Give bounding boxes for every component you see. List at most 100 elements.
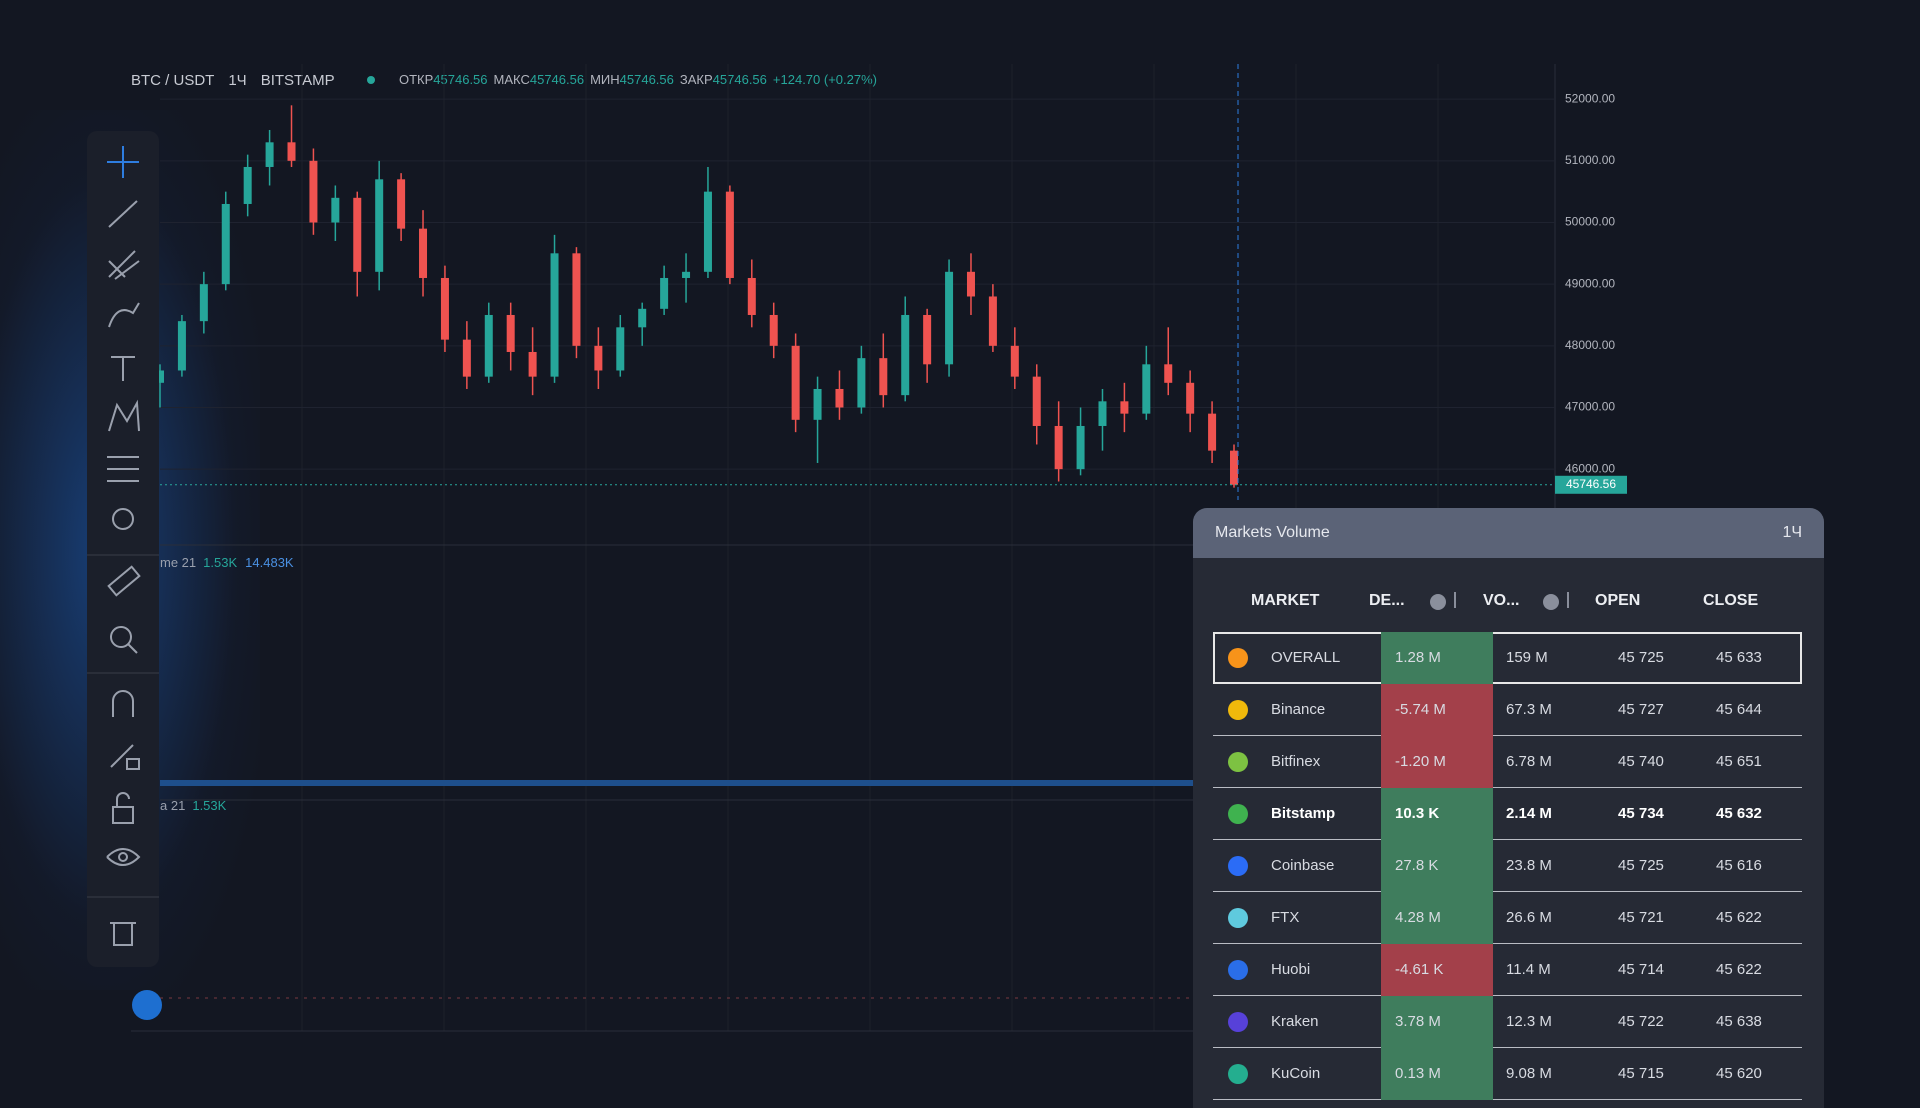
cell-market: Kraken [1271,1013,1319,1030]
ohlc: ОТКР45746.56 МАКС45746.56 МИН45746.56 ЗАКР4… [399,72,877,87]
table-row: Huobi -4.61 K 11.4 M 45 714 45 622 [1213,944,1802,996]
change: +124.70 (+0.27%) [773,72,877,87]
delta-cell-bg [1381,632,1493,684]
lock-tool[interactable] [112,792,134,824]
delete-tool[interactable] [110,922,136,946]
delta-cell-bg [1381,892,1493,944]
delta-cell-bg [1381,736,1493,788]
candle-body [1120,401,1129,414]
candle-body [1098,401,1107,426]
interval: 1Ч [228,72,246,89]
candle-body [572,253,581,346]
candle-body [1230,450,1238,485]
cell-close: 45 616 [1716,857,1762,874]
indicator-value: 14.483K [245,555,294,570]
delta-cell-bg [1381,996,1493,1048]
fork-tool[interactable] [108,250,140,280]
candle-body [1054,425,1063,470]
column-header: VO... [1483,592,1520,609]
cell-close: 45 638 [1716,1013,1762,1030]
indicator-legend: a 21 1.53K [160,798,227,813]
cell-market: Coinbase [1271,857,1335,874]
candle-body [747,277,756,315]
candle-body [791,345,800,420]
candle-body [813,388,822,420]
panel-interval[interactable]: 1Ч [1782,524,1802,541]
crosshair-tool[interactable] [107,146,139,178]
emoji-tool[interactable] [112,508,134,530]
market-icon [1228,648,1248,668]
candle-body [528,351,537,377]
table-row: Bitstamp 10.3 K 2.14 M 45 734 45 632 [1213,788,1802,840]
pattern-tool[interactable] [108,399,140,432]
y-tick-label: 52000.00 [1565,91,1615,105]
cell-close: 45 644 [1716,701,1762,718]
line-tool[interactable] [108,200,138,228]
table-row: FTX 4.28 M 26.6 M 45 721 45 622 [1213,892,1802,944]
delta-cell-bg [1381,684,1493,736]
cell-market: Binance [1271,701,1326,718]
market-icon [1228,960,1248,980]
zoom-tool[interactable] [110,626,138,654]
cell-close: 45 622 [1716,961,1762,978]
market-icon [1228,1012,1248,1032]
ohlc-value: 45746.56 [620,72,674,87]
table-row[interactable]: OVERALL 1.28 M 159 M 45 725 45 633 [1213,632,1802,684]
exchange: BITSTAMP [261,72,335,89]
cell-market: OVERALL [1271,649,1341,666]
candle-body [353,197,362,272]
drawing-toolbar [87,131,159,967]
cell-volume: 67.3 M [1506,701,1552,718]
table-row: Bitfinex -1.20 M 6.78 M 45 740 45 651 [1213,736,1802,788]
market-icon [1228,752,1248,772]
ohlc-label: ОТКР [399,72,433,87]
delta-cell-bg [1381,840,1493,892]
ruler-tool[interactable] [107,565,141,597]
cell-volume: 11.4 M [1506,961,1551,978]
fib-tool[interactable] [107,456,139,482]
column-header: CLOSE [1703,592,1759,609]
cell-open: 45 725 [1618,649,1664,666]
lock-drawing-tool[interactable] [110,744,140,770]
candle-body [156,370,164,383]
volume-help-icon [1543,594,1559,610]
candle-body [682,271,691,278]
magnet-tool[interactable] [112,690,134,717]
candle-body [265,142,274,167]
y-tick-label: 47000.00 [1565,400,1615,414]
cell-open: 45 727 [1618,701,1664,718]
column-header: MARKET [1251,592,1320,609]
cell-open: 45 714 [1618,961,1664,978]
candle-body [440,277,449,340]
cell-volume: 159 M [1506,649,1548,666]
brush-tool[interactable] [108,302,140,328]
y-tick-label: 49000.00 [1565,276,1615,290]
cell-delta: 4.28 M [1395,909,1441,926]
candle-body [1186,382,1195,414]
candle-body [287,142,296,161]
volume-sort-arrow [1567,592,1569,608]
y-tick-label: 48000.00 [1565,338,1615,352]
cell-volume: 26.6 M [1506,909,1552,926]
candle-body [243,166,252,204]
candle-body [397,179,406,229]
panel-header: Markets Volume 1Ч [1193,508,1824,558]
visibility-tool[interactable] [106,848,141,866]
last-price-label: 45746.56 [1566,477,1616,491]
candle-body [966,271,975,297]
candle-body [945,271,954,365]
delta-sort-arrow [1454,592,1456,608]
candle-body [923,314,932,365]
ohlc-label: ЗАКР [680,72,713,87]
candle-body [769,314,778,346]
cell-close: 45 633 [1716,649,1762,666]
cell-delta: 1.28 M [1395,649,1441,666]
text-tool[interactable] [111,356,135,381]
panel-title: Markets Volume [1215,524,1330,541]
toolbar-icons [87,146,159,946]
cell-market: KuCoin [1271,1065,1321,1082]
indicator-legend: me 21 1.53K 14.483K [160,555,294,570]
table-row: Binance -5.74 M 67.3 M 45 727 45 644 [1213,684,1802,736]
